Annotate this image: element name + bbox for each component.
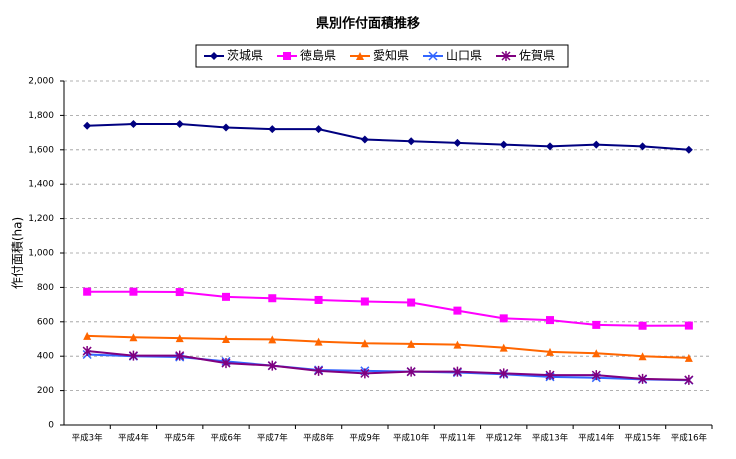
marker — [684, 321, 693, 330]
y-tick-label: 600 — [37, 317, 54, 327]
marker — [314, 365, 324, 376]
marker — [684, 145, 693, 154]
marker — [638, 142, 647, 151]
marker — [591, 370, 601, 381]
marker — [546, 316, 554, 325]
series-line — [87, 290, 689, 327]
y-tick-label: 1,800 — [28, 111, 54, 121]
marker — [314, 337, 323, 346]
marker — [175, 350, 185, 361]
marker — [83, 287, 92, 296]
x-tick-label: 平成7年 — [257, 433, 288, 444]
marker — [592, 320, 601, 329]
x-tick-label: 平成9年 — [349, 433, 380, 444]
marker — [129, 120, 138, 128]
marker — [501, 51, 511, 61]
marker — [453, 306, 462, 315]
legend-box — [195, 44, 569, 68]
x-tick-label: 平成4年 — [118, 433, 149, 444]
marker — [314, 125, 323, 134]
marker — [407, 137, 416, 146]
marker — [175, 120, 184, 128]
marker — [546, 142, 554, 151]
marker — [175, 288, 184, 297]
legend-label: 佐賀県 — [519, 49, 555, 63]
marker — [638, 321, 647, 330]
marker — [499, 368, 509, 379]
marker — [82, 346, 92, 357]
legend-label: 徳島県 — [300, 48, 336, 63]
marker — [210, 52, 218, 60]
x-tick-label: 平成13年 — [532, 433, 569, 444]
series-line — [87, 123, 689, 151]
x-tick-label: 平成3年 — [72, 433, 103, 444]
legend-label: 愛知県 — [373, 49, 409, 63]
x-tick-label: 平成14年 — [578, 433, 615, 444]
marker — [592, 140, 601, 149]
series-line — [87, 334, 689, 359]
marker — [407, 298, 416, 307]
chart-title: 県別作付面積推移 — [316, 16, 420, 32]
marker — [268, 125, 277, 134]
y-tick-label: 2,000 — [28, 77, 54, 87]
marker — [222, 335, 230, 343]
x-tick-label: 平成15年 — [624, 433, 661, 444]
series-line — [87, 350, 689, 381]
x-tick-label: 平成11年 — [439, 433, 476, 444]
marker — [453, 138, 462, 147]
marker — [267, 360, 277, 371]
marker — [268, 294, 277, 303]
marker — [638, 373, 648, 384]
marker — [268, 335, 277, 344]
marker — [83, 331, 92, 340]
marker — [406, 366, 416, 377]
marker — [428, 51, 438, 61]
marker — [360, 297, 369, 306]
legend-label: 山口県 — [446, 49, 482, 63]
marker — [592, 349, 601, 358]
marker — [83, 121, 92, 130]
marker — [360, 135, 369, 144]
marker — [499, 140, 508, 149]
marker — [638, 352, 647, 361]
marker — [128, 350, 138, 361]
marker — [283, 52, 291, 60]
marker — [222, 292, 230, 301]
x-tick-label: 平成5年 — [164, 433, 195, 444]
legend-label: 茨城県 — [227, 49, 263, 63]
y-tick-label: 1,600 — [28, 145, 54, 155]
y-tick-label: 800 — [37, 283, 54, 293]
marker — [499, 314, 508, 323]
marker — [360, 339, 369, 348]
y-tick-label: 200 — [37, 386, 54, 396]
x-tick-label: 平成16年 — [671, 433, 708, 444]
marker — [452, 366, 462, 377]
marker — [499, 343, 508, 352]
y-tick-label: 0 — [48, 421, 54, 431]
x-tick-label: 平成12年 — [486, 433, 523, 444]
marker — [129, 287, 138, 296]
marker — [684, 353, 693, 362]
y-tick-label: 1,200 — [28, 214, 54, 224]
marker — [684, 374, 694, 385]
marker — [175, 334, 184, 343]
marker — [356, 52, 364, 60]
marker — [129, 333, 138, 342]
y-tick-label: 1,000 — [28, 249, 54, 259]
marker — [545, 370, 555, 381]
marker — [453, 340, 462, 349]
marker — [360, 368, 370, 379]
y-tick-label: 1,400 — [28, 180, 54, 190]
marker — [222, 123, 230, 132]
y-tick-label: 400 — [37, 352, 54, 362]
marker — [314, 295, 323, 304]
x-tick-label: 平成10年 — [393, 433, 430, 444]
marker — [221, 358, 231, 369]
marker — [546, 347, 554, 356]
x-tick-label: 平成6年 — [211, 433, 242, 444]
y-axis-label: 作付面積(ha) — [10, 217, 25, 289]
marker — [407, 339, 416, 348]
x-tick-label: 平成8年 — [303, 433, 334, 444]
